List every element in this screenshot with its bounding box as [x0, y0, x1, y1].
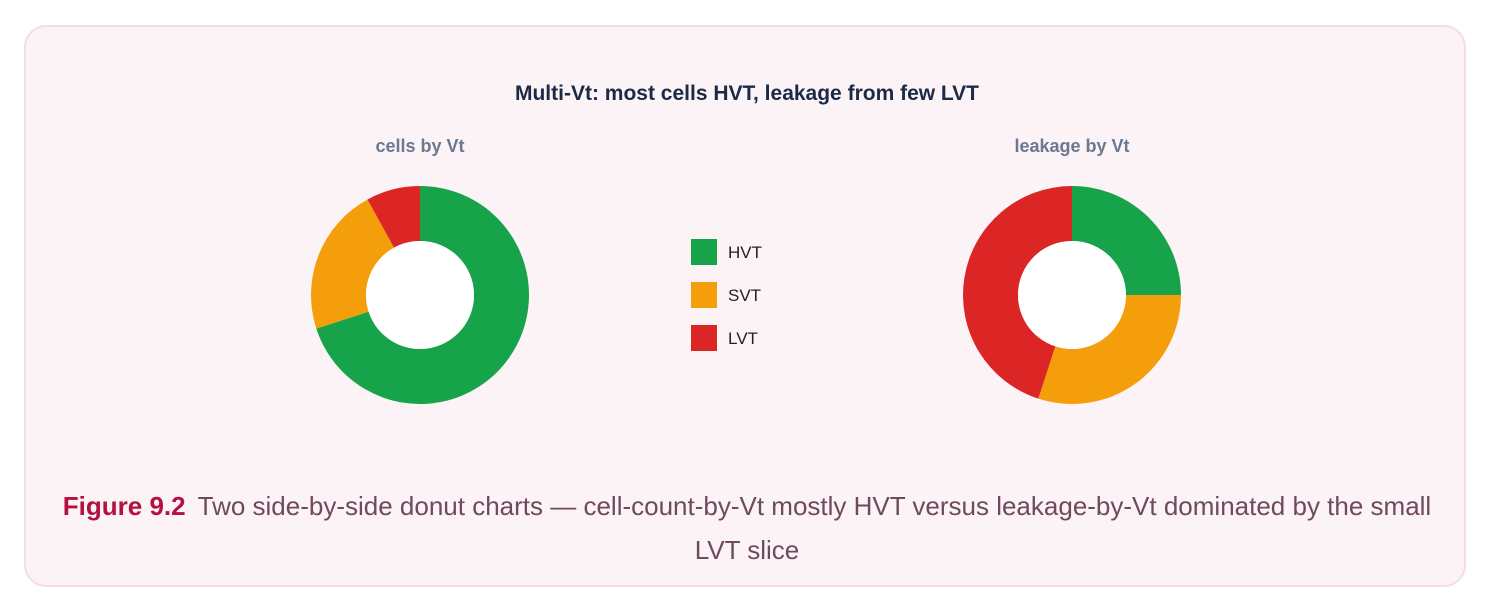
- donut-1-hole: [1018, 241, 1126, 349]
- legend-swatch-lvt: [691, 325, 717, 351]
- donut-0-slice-hvt: [316, 186, 529, 404]
- donut-0-slice-lvt: [367, 186, 420, 248]
- donut-1-slice-svt: [1038, 295, 1181, 404]
- donut-chart-leakage: [963, 186, 1181, 404]
- donut-chart-cells: [311, 186, 529, 404]
- legend-label-lvt: LVT: [728, 329, 758, 348]
- legend-label-hvt: HVT: [728, 243, 762, 262]
- legend-swatch-svt: [691, 282, 717, 308]
- donut-left-subtitle: cells by Vt: [375, 136, 465, 156]
- donut-1-slice-hvt: [1072, 186, 1181, 295]
- donut-1-slice-lvt: [963, 186, 1072, 399]
- figure-label: Figure 9.2: [62, 491, 186, 521]
- donut-right-subtitle: leakage by Vt: [1014, 136, 1130, 156]
- donut-0-hole: [366, 241, 474, 349]
- legend-label-svt: SVT: [728, 286, 762, 305]
- figure-caption: Figure 9.2 Two side-by-side donut charts …: [60, 484, 1434, 572]
- donut-0-slice-svt: [311, 199, 394, 329]
- legend-swatch-hvt: [691, 239, 717, 265]
- figure-caption-text: Two side-by-side donut charts — cell-cou…: [197, 491, 1432, 565]
- figure-card: [24, 25, 1466, 587]
- chart-title: Multi-Vt: most cells HVT, leakage from f…: [514, 82, 980, 105]
